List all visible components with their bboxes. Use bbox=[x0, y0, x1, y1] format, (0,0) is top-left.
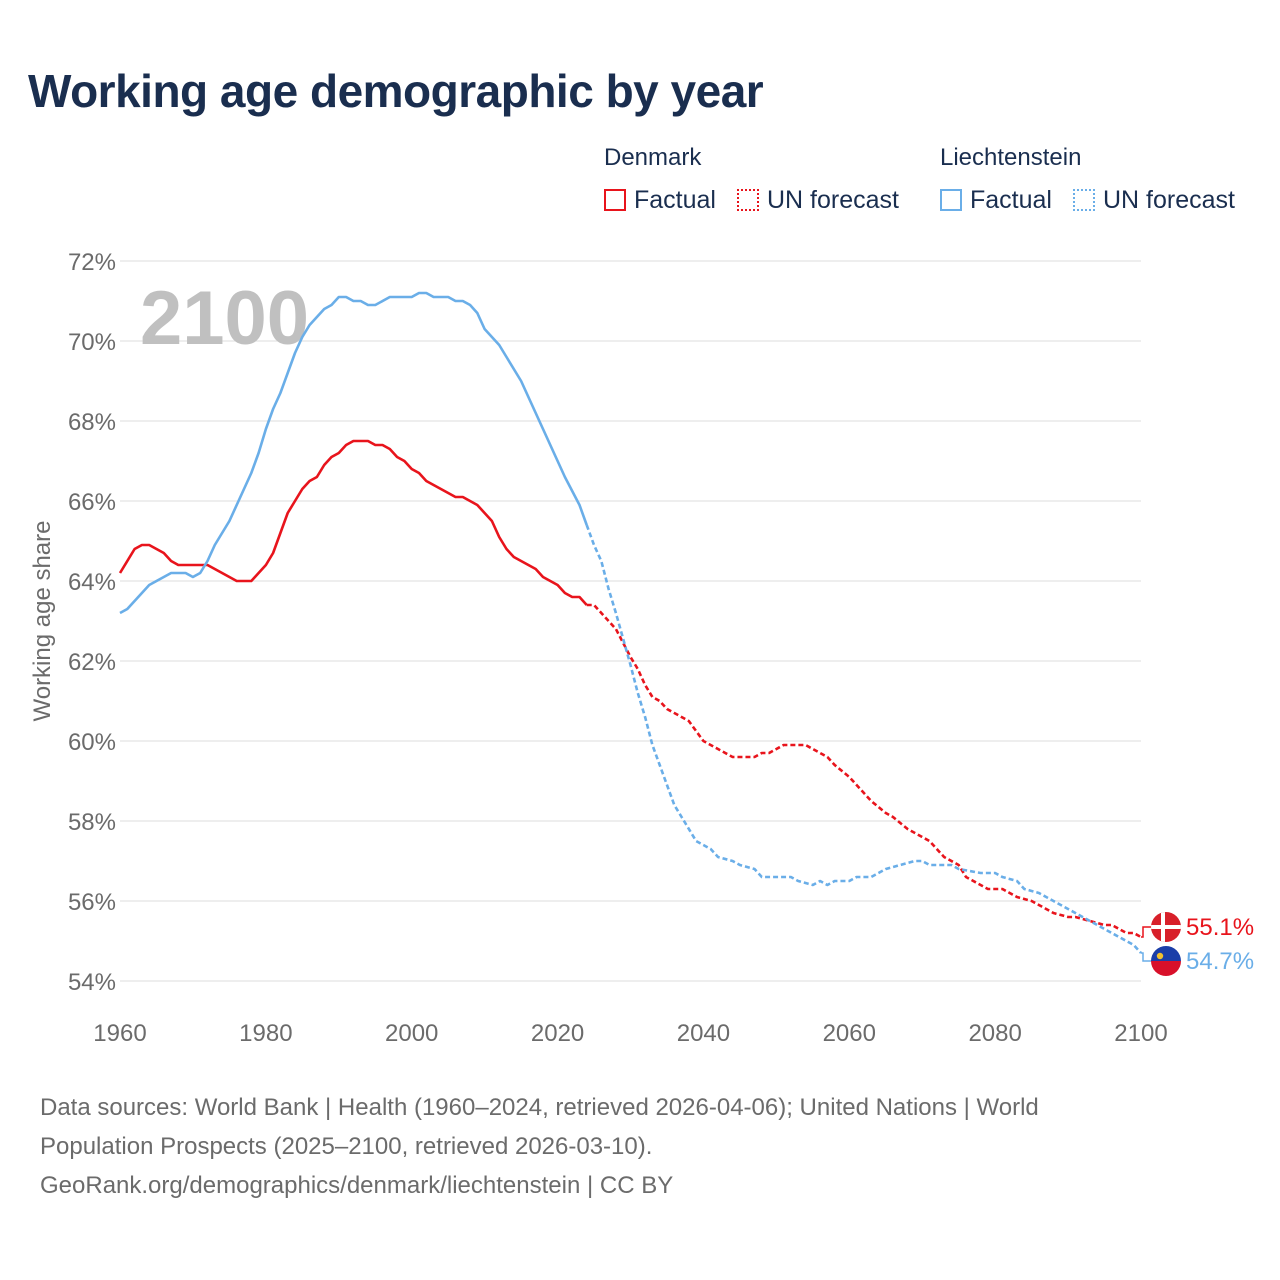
y-axis-ticks: 54% 56% 58% 60% 62% 64% 66% 68% 70% 72% bbox=[68, 249, 116, 996]
legend-swatch-solid-blue bbox=[940, 189, 962, 211]
footer-attribution[interactable]: GeoRank.org/demographics/denmark/liechte… bbox=[40, 1172, 674, 1199]
legend-liechtenstein-forecast[interactable]: UN forecast bbox=[1073, 185, 1235, 215]
footer-sources-1: Data sources: World Bank | Health (1960–… bbox=[40, 1094, 1039, 1121]
line-chart: 54% 56% 58% 60% 62% 64% 66% 68% 70% 72% 1960 1980 2… bbox=[29, 249, 1254, 1047]
liechtenstein-leader-line bbox=[1141, 952, 1152, 962]
y-tick-label: 68% bbox=[68, 409, 116, 436]
legend-title-denmark: Denmark bbox=[604, 144, 702, 171]
denmark-forecast-line[interactable] bbox=[586, 603, 1142, 939]
x-tick-label: 2080 bbox=[968, 1020, 1021, 1047]
x-tick-label: 1980 bbox=[239, 1020, 292, 1047]
y-tick-label: 56% bbox=[68, 889, 116, 916]
series-lines bbox=[118, 291, 1142, 954]
denmark-factual-line[interactable] bbox=[118, 439, 588, 606]
denmark-end-label: 55.1% bbox=[1186, 914, 1254, 941]
y-tick-label: 58% bbox=[68, 809, 116, 836]
liechtenstein-forecast-line[interactable] bbox=[585, 524, 1142, 954]
legend-denmark-forecast[interactable]: UN forecast bbox=[737, 185, 899, 215]
denmark-leader-line bbox=[1141, 926, 1152, 938]
page-title: Working age demographic by year bbox=[28, 65, 764, 117]
x-tick-label: 2000 bbox=[385, 1020, 438, 1047]
x-tick-label: 2100 bbox=[1114, 1020, 1167, 1047]
legend-denmark-factual[interactable]: Factual bbox=[604, 185, 716, 215]
x-tick-label: 2060 bbox=[823, 1020, 876, 1047]
end-markers: 55.1% 54.7% bbox=[1141, 912, 1254, 976]
x-tick-label: 2020 bbox=[531, 1020, 584, 1047]
legend-label: Factual bbox=[970, 185, 1052, 214]
y-tick-label: 70% bbox=[68, 329, 116, 356]
y-tick-label: 62% bbox=[68, 649, 116, 676]
x-tick-label: 2040 bbox=[677, 1020, 730, 1047]
y-tick-label: 66% bbox=[68, 489, 116, 516]
y-axis-label: Working age share bbox=[29, 521, 56, 722]
grid-lines bbox=[120, 260, 1141, 982]
liechtenstein-factual-line[interactable] bbox=[119, 291, 588, 615]
x-axis-ticks: 1960 1980 2000 2020 2040 2060 2080 2100 bbox=[93, 1020, 1167, 1047]
legend-title-liechtenstein: Liechtenstein bbox=[940, 144, 1082, 171]
y-tick-label: 54% bbox=[68, 969, 116, 996]
legend-label: UN forecast bbox=[1103, 185, 1235, 214]
footer: Data sources: World Bank | Health (1960–… bbox=[40, 1088, 1140, 1205]
year-watermark: 2100 bbox=[140, 276, 309, 361]
y-tick-label: 60% bbox=[68, 729, 116, 756]
x-tick-label: 1960 bbox=[93, 1020, 146, 1047]
footer-sources-2: Population Prospects (2025–2100, retriev… bbox=[40, 1133, 653, 1160]
y-tick-label: 64% bbox=[68, 569, 116, 596]
y-tick-label: 72% bbox=[68, 249, 116, 276]
legend-label: Factual bbox=[634, 185, 716, 214]
legend-label: UN forecast bbox=[767, 185, 899, 214]
legend-swatch-solid-red bbox=[604, 189, 626, 211]
liechtenstein-end-label: 54.7% bbox=[1186, 948, 1254, 975]
legend-swatch-dotted-red bbox=[737, 189, 759, 211]
liechtenstein-flag-icon bbox=[1151, 946, 1181, 976]
legend-swatch-dotted-blue bbox=[1073, 189, 1095, 211]
denmark-flag-icon bbox=[1151, 912, 1181, 942]
legend-liechtenstein-factual[interactable]: Factual bbox=[940, 185, 1052, 215]
